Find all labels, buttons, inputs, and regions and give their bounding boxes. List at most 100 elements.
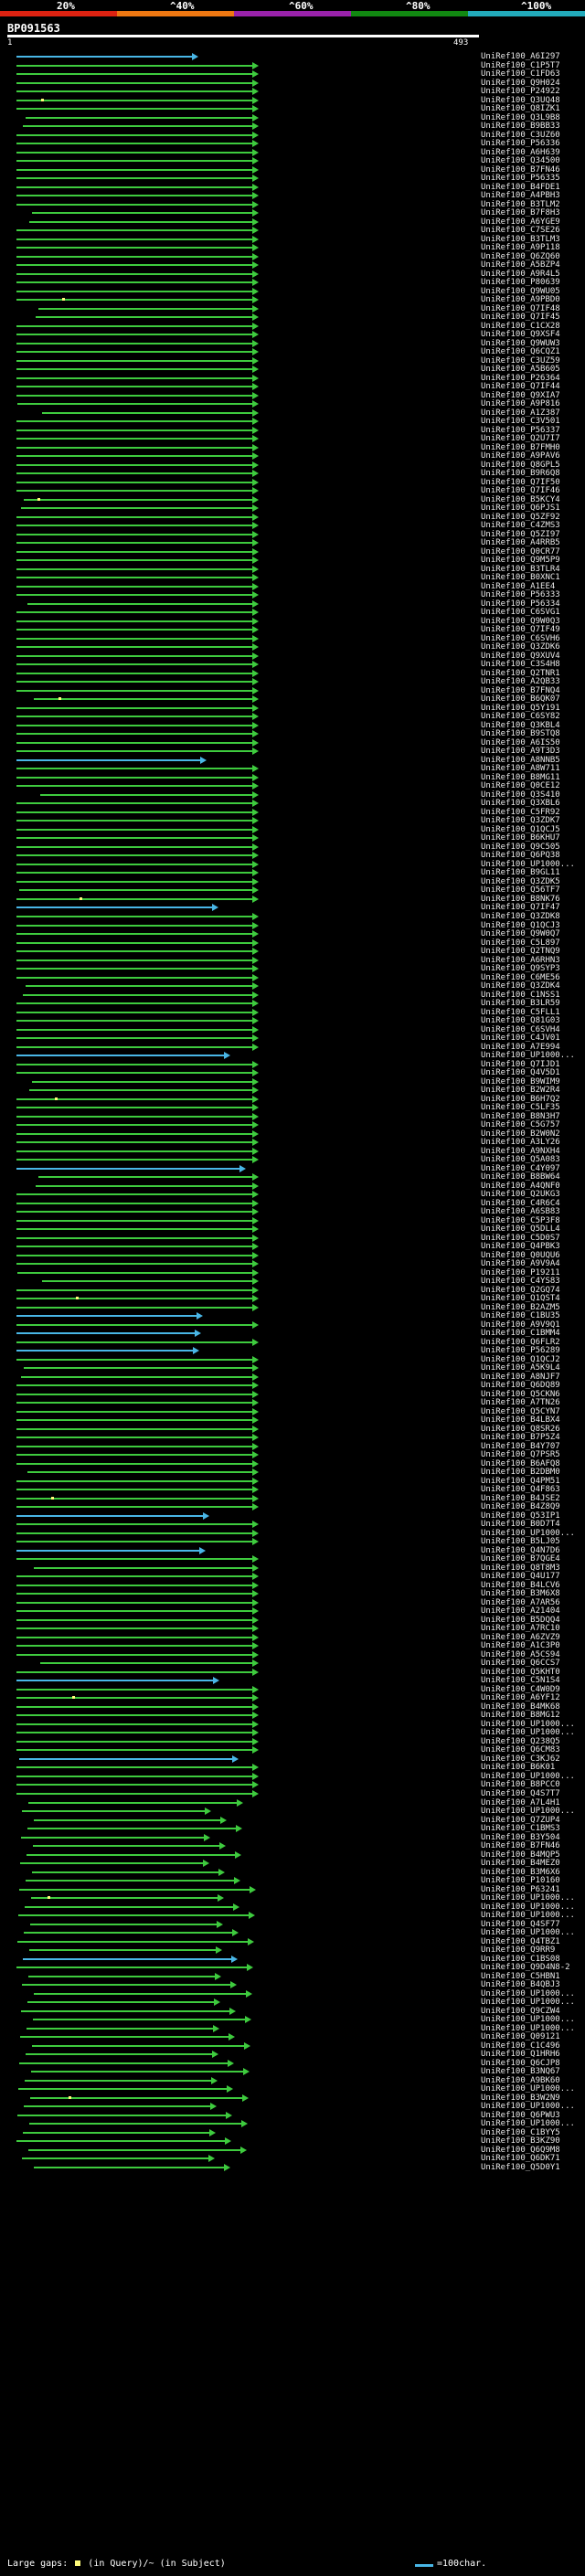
hit-bar[interactable] bbox=[29, 2123, 241, 2125]
hit-name-link[interactable]: UniRef100_Q5CYN7 bbox=[481, 1406, 560, 1416]
hit-name-link[interactable]: UniRef100_UP1000... bbox=[481, 2119, 575, 2129]
hit-bar[interactable] bbox=[16, 1593, 252, 1595]
hit-bar[interactable] bbox=[16, 1680, 213, 1682]
hit-bar[interactable] bbox=[16, 472, 252, 475]
hit-name-link[interactable]: UniRef100_Q5ZI97 bbox=[481, 529, 560, 539]
hit-name-link[interactable]: UniRef100_B3TLM3 bbox=[481, 234, 560, 244]
hit-name-link[interactable]: UniRef100_A5K9L4 bbox=[481, 1363, 560, 1373]
hit-name-link[interactable]: UniRef100_UP1000... bbox=[481, 1902, 575, 1912]
hit-name-link[interactable]: UniRef100_Q9CZW4 bbox=[481, 2006, 560, 2016]
hit-bar[interactable] bbox=[16, 1332, 195, 1335]
hit-bar[interactable] bbox=[22, 1984, 230, 1987]
hit-bar[interactable] bbox=[16, 733, 252, 736]
hit-bar[interactable] bbox=[36, 316, 252, 319]
hit-bar[interactable] bbox=[16, 1462, 252, 1465]
hit-name-link[interactable]: UniRef100_A7AR56 bbox=[481, 1597, 560, 1607]
hit-bar[interactable] bbox=[24, 498, 252, 501]
hit-bar[interactable] bbox=[28, 2148, 240, 2151]
hit-bar[interactable] bbox=[16, 950, 252, 952]
hit-name-link[interactable]: UniRef100_Q9M5P9 bbox=[481, 556, 560, 566]
hit-bar[interactable] bbox=[16, 1705, 252, 1708]
hit-bar[interactable] bbox=[16, 64, 252, 67]
hit-bar[interactable] bbox=[16, 880, 252, 883]
hit-bar[interactable] bbox=[16, 168, 252, 171]
hit-bar[interactable] bbox=[28, 1975, 215, 1977]
hit-bar[interactable] bbox=[16, 1228, 252, 1231]
hit-name-link[interactable]: UniRef100_Q4PBK3 bbox=[481, 1242, 560, 1252]
hit-bar[interactable] bbox=[16, 324, 252, 327]
hit-name-link[interactable]: UniRef100_Q3ZDK4 bbox=[481, 981, 560, 991]
hit-name-link[interactable]: UniRef100_Q3XBL6 bbox=[481, 799, 560, 809]
hit-bar[interactable] bbox=[31, 1897, 218, 1900]
hit-bar[interactable] bbox=[16, 1749, 252, 1752]
hit-name-link[interactable]: UniRef100_B3W2N9 bbox=[481, 2093, 560, 2103]
hit-name-link[interactable]: UniRef100_B6H7Q2 bbox=[481, 1094, 560, 1104]
hit-bar[interactable] bbox=[16, 1740, 252, 1743]
hit-name-link[interactable]: UniRef100_P10160 bbox=[481, 1876, 560, 1886]
hit-bar[interactable] bbox=[16, 872, 252, 875]
hit-name-link[interactable]: UniRef100_Q3KBL4 bbox=[481, 720, 560, 730]
hit-name-link[interactable]: UniRef100_A6YF12 bbox=[481, 1693, 560, 1703]
hit-name-link[interactable]: UniRef100_C3V501 bbox=[481, 417, 560, 427]
hit-bar[interactable] bbox=[16, 1002, 252, 1005]
hit-name-link[interactable]: UniRef100_A6SB83 bbox=[481, 1207, 560, 1217]
hit-name-link[interactable]: UniRef100_B2W2R4 bbox=[481, 1086, 560, 1096]
hit-bar[interactable] bbox=[16, 1097, 252, 1100]
hit-bar[interactable] bbox=[16, 1436, 252, 1439]
hit-bar[interactable] bbox=[23, 2131, 209, 2134]
hit-bar[interactable] bbox=[16, 342, 252, 345]
hit-name-link[interactable]: UniRef100_B6KHU7 bbox=[481, 833, 560, 843]
hit-name-link[interactable]: UniRef100_B8BW64 bbox=[481, 1172, 560, 1182]
hit-bar[interactable] bbox=[16, 585, 252, 588]
hit-bar[interactable] bbox=[16, 203, 252, 206]
hit-name-link[interactable]: UniRef100_Q4TBZ1 bbox=[481, 1936, 560, 1946]
hit-bar[interactable] bbox=[24, 2105, 210, 2108]
hit-name-link[interactable]: UniRef100_Q7IJD1 bbox=[481, 1059, 560, 1069]
hit-bar[interactable] bbox=[16, 1514, 203, 1517]
hit-bar[interactable] bbox=[34, 1992, 246, 1995]
hit-name-link[interactable]: UniRef100_Q4SF77 bbox=[481, 1919, 560, 1929]
hit-bar[interactable] bbox=[16, 1288, 252, 1291]
hit-name-link[interactable]: UniRef100_B5DQQ4 bbox=[481, 1615, 560, 1625]
hit-bar[interactable] bbox=[21, 1836, 204, 1839]
hit-bar[interactable] bbox=[16, 802, 252, 805]
hit-name-link[interactable]: UniRef100_C7SE26 bbox=[481, 226, 560, 236]
hit-name-link[interactable]: UniRef100_B4MQP5 bbox=[481, 1850, 560, 1860]
hit-name-link[interactable]: UniRef100_Q5Y191 bbox=[481, 703, 560, 713]
hit-name-link[interactable]: UniRef100_C6SVG1 bbox=[481, 608, 560, 618]
hit-name-link[interactable]: UniRef100_A5BZP4 bbox=[481, 260, 560, 270]
hit-bar[interactable] bbox=[16, 758, 200, 761]
hit-bar[interactable] bbox=[16, 1028, 252, 1031]
hit-name-link[interactable]: UniRef100_C5G757 bbox=[481, 1120, 560, 1130]
hit-name-link[interactable]: UniRef100_A9V9A4 bbox=[481, 1259, 560, 1269]
hit-bar[interactable] bbox=[16, 637, 252, 640]
hit-name-link[interactable]: UniRef100_Q1QCJ2 bbox=[481, 1354, 560, 1364]
hit-bar[interactable] bbox=[16, 1558, 252, 1561]
hit-name-link[interactable]: UniRef100_Q7IF49 bbox=[481, 625, 560, 635]
hit-bar[interactable] bbox=[16, 2140, 225, 2143]
hit-bar[interactable] bbox=[16, 255, 252, 258]
hit-bar[interactable] bbox=[16, 1167, 239, 1170]
hit-bar[interactable] bbox=[29, 220, 252, 223]
hit-name-link[interactable]: UniRef100_C4R6C4 bbox=[481, 1198, 560, 1208]
hit-bar[interactable] bbox=[16, 386, 252, 388]
hit-name-link[interactable]: UniRef100_C3UZ59 bbox=[481, 355, 560, 366]
hit-bar[interactable] bbox=[16, 550, 252, 553]
hit-bar[interactable] bbox=[34, 2166, 224, 2168]
hit-bar[interactable] bbox=[16, 785, 252, 788]
hit-name-link[interactable]: UniRef100_A5B605 bbox=[481, 365, 560, 375]
hit-bar[interactable] bbox=[16, 1966, 247, 1969]
hit-name-link[interactable]: UniRef100_C4JV01 bbox=[481, 1034, 560, 1044]
hit-bar[interactable] bbox=[16, 741, 252, 744]
hit-name-link[interactable]: UniRef100_B9R6Q8 bbox=[481, 469, 560, 479]
hit-name-link[interactable]: UniRef100_C3UZ60 bbox=[481, 130, 560, 140]
hit-bar[interactable] bbox=[16, 1419, 252, 1422]
hit-bar[interactable] bbox=[18, 2088, 227, 2091]
hit-name-link[interactable]: UniRef100_B6QK07 bbox=[481, 694, 560, 705]
hit-name-link[interactable]: UniRef100_UP1000... bbox=[481, 1807, 575, 1816]
hit-name-link[interactable]: UniRef100_UP1000... bbox=[481, 1051, 575, 1061]
hit-name-link[interactable]: UniRef100_Q1QCJ3 bbox=[481, 920, 560, 930]
hit-name-link[interactable]: UniRef100_P56334 bbox=[481, 599, 560, 609]
hit-bar[interactable] bbox=[16, 1323, 252, 1326]
hit-name-link[interactable]: UniRef100_Q4N7D6 bbox=[481, 1545, 560, 1555]
